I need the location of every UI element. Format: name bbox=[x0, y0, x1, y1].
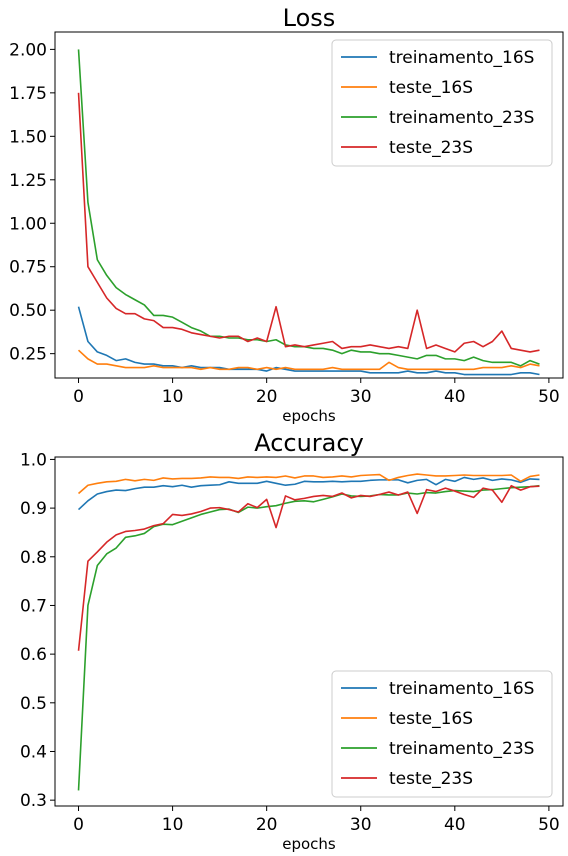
y-tick-label: 1.75 bbox=[9, 84, 47, 104]
legend-label-teste_16S: teste_16S bbox=[389, 78, 473, 98]
x-tick-label: 30 bbox=[350, 387, 372, 407]
y-tick-label: 1.25 bbox=[9, 171, 47, 191]
chart-title: Loss bbox=[283, 4, 336, 32]
legend-box bbox=[331, 39, 553, 167]
series-group bbox=[77, 473, 540, 791]
legend-label-treinamento_16S: treinamento_16S bbox=[389, 48, 534, 68]
chart-0: Loss 0 10 20 30 40 50 0.25 0.50 0.75 1.00 1.25 1.50 1… bbox=[9, 4, 564, 425]
x-tick-label: 50 bbox=[538, 815, 560, 835]
y-tick-label: 0.3 bbox=[20, 791, 47, 811]
legend-label-treinamento_16S: treinamento_16S bbox=[389, 679, 534, 699]
series-line-teste_16S bbox=[77, 349, 540, 371]
chart-1: Accuracy 0 10 20 30 40 50 0.3 0.4 0.5 0.6 0.7 0.8 0.9… bbox=[20, 429, 564, 853]
series-line-teste_23S bbox=[77, 484, 540, 651]
y-tick-label: 0.8 bbox=[20, 548, 47, 568]
x-tick-label: 0 bbox=[73, 387, 84, 407]
y-tick-label: 0.5 bbox=[20, 694, 47, 714]
legend: treinamento_16S teste_16S treinamento_23St… bbox=[331, 39, 553, 167]
series-line-teste_16S bbox=[77, 473, 540, 495]
y-tick-label: 1.00 bbox=[9, 214, 47, 234]
legend-label-teste_23S: teste_23S bbox=[389, 769, 473, 789]
y-tick-label: 0.25 bbox=[9, 345, 47, 365]
x-axis-label: epochs bbox=[282, 835, 336, 853]
series-line-treinamento_16S bbox=[77, 306, 540, 376]
y-tick-label: 0.50 bbox=[9, 301, 47, 321]
plot-frame bbox=[54, 456, 564, 807]
series-line-treinamento_23S bbox=[77, 484, 540, 791]
y-tick-label: 2.00 bbox=[9, 40, 47, 60]
x-tick-label: 50 bbox=[538, 387, 560, 407]
x-tick-label: 40 bbox=[444, 387, 466, 407]
legend-label-treinamento_23S: treinamento_23S bbox=[389, 108, 534, 128]
series-line-treinamento_23S bbox=[77, 49, 540, 367]
x-tick-label: 0 bbox=[73, 815, 84, 835]
y-tick-label: 0.7 bbox=[20, 596, 47, 616]
y-tick-label: 0.6 bbox=[20, 645, 47, 665]
legend-label-treinamento_23S: treinamento_23S bbox=[389, 739, 534, 759]
legend-box bbox=[331, 670, 553, 798]
y-tick-label: 0.4 bbox=[20, 742, 47, 762]
x-tick-label: 40 bbox=[444, 815, 466, 835]
legend-label-teste_16S: teste_16S bbox=[389, 709, 473, 729]
x-tick-label: 20 bbox=[256, 815, 278, 835]
y-tick-label: 1.0 bbox=[20, 450, 47, 470]
series-line-teste_23S bbox=[77, 92, 540, 353]
y-tick-label: 0.9 bbox=[20, 499, 47, 519]
y-tick-label: 1.50 bbox=[9, 127, 47, 147]
chart-title: Accuracy bbox=[254, 429, 364, 457]
series-line-treinamento_16S bbox=[77, 476, 540, 511]
legend: treinamento_16S teste_16S treinamento_23St… bbox=[331, 670, 553, 798]
x-tick-label: 10 bbox=[162, 387, 184, 407]
x-tick-label: 20 bbox=[256, 387, 278, 407]
y-tick-label: 0.75 bbox=[9, 258, 47, 278]
x-axis-label: epochs bbox=[282, 407, 336, 425]
legend-label-teste_23S: teste_23S bbox=[389, 138, 473, 158]
x-tick-label: 10 bbox=[162, 815, 184, 835]
series-group bbox=[77, 49, 540, 376]
x-tick-label: 30 bbox=[350, 815, 372, 835]
plot-frame bbox=[54, 31, 564, 379]
